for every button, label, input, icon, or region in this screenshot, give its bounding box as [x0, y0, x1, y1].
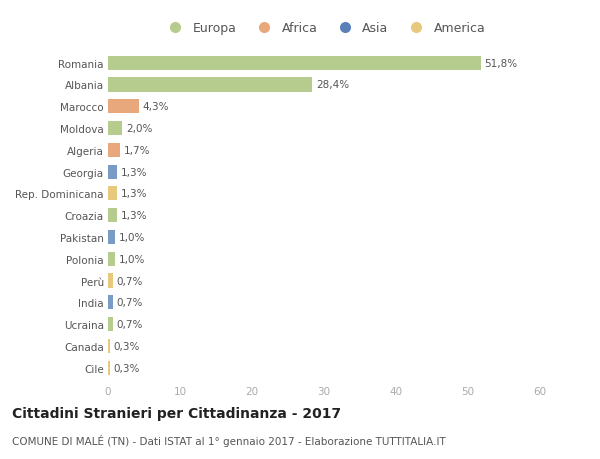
Text: 4,3%: 4,3% [143, 102, 169, 112]
Legend: Europa, Africa, Asia, America: Europa, Africa, Asia, America [160, 20, 488, 38]
Text: Cittadini Stranieri per Cittadinanza - 2017: Cittadini Stranieri per Cittadinanza - 2… [12, 406, 341, 420]
Bar [108, 187, 118, 201]
Text: 0,3%: 0,3% [114, 341, 140, 351]
Text: 28,4%: 28,4% [316, 80, 349, 90]
Text: 0,7%: 0,7% [116, 319, 143, 330]
Text: 1,7%: 1,7% [124, 146, 151, 156]
Bar [108, 274, 113, 288]
Bar [108, 296, 113, 310]
Text: 0,7%: 0,7% [116, 298, 143, 308]
Text: 1,0%: 1,0% [119, 254, 145, 264]
Text: 1,3%: 1,3% [121, 211, 148, 221]
Text: 0,3%: 0,3% [114, 363, 140, 373]
Bar [108, 339, 110, 353]
Bar [108, 122, 122, 136]
Bar [108, 78, 313, 92]
Text: 2,0%: 2,0% [126, 124, 152, 134]
Text: 1,0%: 1,0% [119, 232, 145, 242]
Text: 1,3%: 1,3% [121, 189, 148, 199]
Bar [108, 361, 110, 375]
Text: 51,8%: 51,8% [485, 59, 518, 68]
Bar [108, 100, 139, 114]
Bar [108, 252, 115, 266]
Bar [108, 143, 120, 157]
Text: 1,3%: 1,3% [121, 167, 148, 177]
Text: 0,7%: 0,7% [116, 276, 143, 286]
Bar [108, 209, 118, 223]
Text: COMUNE DI MALÉ (TN) - Dati ISTAT al 1° gennaio 2017 - Elaborazione TUTTITALIA.IT: COMUNE DI MALÉ (TN) - Dati ISTAT al 1° g… [12, 434, 446, 446]
Bar [108, 230, 115, 245]
Bar [108, 165, 118, 179]
Bar [108, 56, 481, 71]
Bar [108, 317, 113, 331]
